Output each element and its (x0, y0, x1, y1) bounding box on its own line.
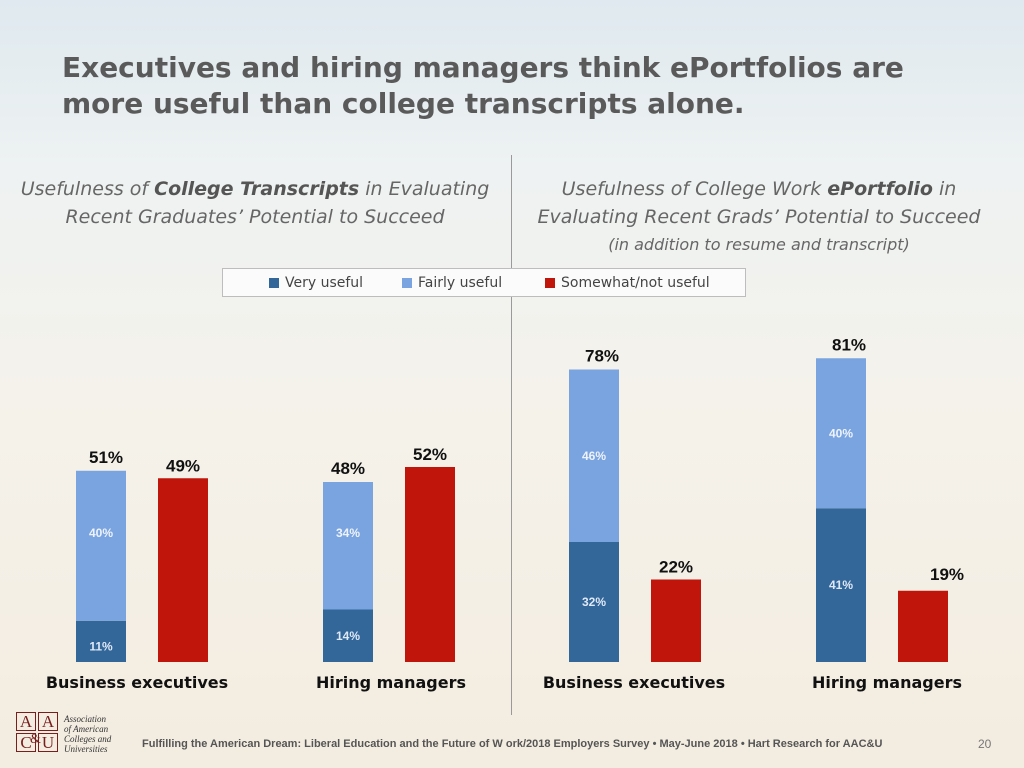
page-number: 20 (978, 737, 992, 751)
left-subtitle-pre: Usefulness of (20, 178, 155, 200)
bar-not-useful (158, 478, 208, 662)
right-subtitle-note: (in addition to resume and transcript) (608, 235, 910, 254)
data-label-fairly-useful: 40% (829, 426, 853, 440)
right-subtitle-pre: Usefulness of College Work (561, 178, 828, 200)
legend-item-very-useful: Very useful (269, 275, 363, 291)
legend: Very useful Fairly useful Somewhat/not u… (222, 268, 746, 297)
aacu-logo: A A C U & Association of American Colleg… (16, 712, 126, 760)
bar-very-useful (323, 609, 373, 662)
footer-citation: Fulfilling the American Dream: Liberal E… (142, 738, 883, 750)
bar-not-useful (898, 590, 948, 662)
left-subtitle-bold: College Transcripts (154, 178, 360, 200)
data-label-not-useful: 49% (166, 456, 200, 475)
data-label-very-useful: 14% (336, 629, 360, 643)
data-label-very-useful: 32% (582, 595, 606, 609)
legend-label-very-useful: Very useful (285, 275, 364, 291)
data-label-very-useful: 41% (829, 578, 853, 592)
data-label-fairly-useful: 40% (89, 526, 113, 540)
data-label-useful-total: 48% (331, 459, 365, 478)
logo-letter-c: C (16, 733, 36, 752)
bar-fairly-useful (76, 470, 126, 621)
data-label-useful-total: 81% (832, 335, 866, 354)
category-label: Hiring managers (812, 673, 962, 692)
logo-text-line4: Universities (64, 744, 108, 754)
logo-ampersand: & (30, 732, 41, 747)
data-label-not-useful: 22% (659, 558, 693, 577)
logo-letter-u: U (38, 733, 58, 752)
slide-title: Executives and hiring managers think ePo… (62, 51, 904, 120)
bar-very-useful (816, 508, 866, 662)
data-label-useful-total: 78% (585, 347, 619, 366)
right-subtitle-bold: ePortfolio (827, 178, 933, 200)
logo-text-line2: of American (64, 724, 109, 734)
bar-fairly-useful (816, 358, 866, 509)
logo-wordmark: Association of American Colleges and Uni… (64, 714, 111, 754)
logo-text-line3: Colleges and (64, 734, 112, 744)
bar-fairly-useful (323, 482, 373, 610)
legend-label-not-useful: Somewhat/not useful (561, 275, 710, 291)
data-label-fairly-useful: 34% (336, 526, 360, 540)
right-subtitle-post: in (932, 178, 957, 200)
logo-letter-a2: A (38, 712, 58, 731)
legend-item-fairly-useful: Fairly useful (402, 275, 502, 291)
right-subtitle-line2: Evaluating Recent Grads’ Potential to Su… (537, 206, 981, 228)
legend-label-fairly-useful: Fairly useful (418, 275, 503, 291)
bar-not-useful (651, 579, 701, 662)
category-label: Business executives (543, 673, 725, 692)
left-subtitle-line2: Recent Graduates’ Potential to Succeed (65, 206, 445, 228)
left-chart-subtitle: Usefulness of College Transcripts in Eva… (0, 175, 510, 231)
legend-swatch-very-useful (269, 278, 279, 288)
data-label-very-useful: 11% (89, 639, 113, 653)
legend-swatch-not-useful (545, 278, 555, 288)
bar-very-useful (76, 620, 126, 662)
data-label-not-useful: 19% (930, 565, 964, 584)
legend-item-not-useful: Somewhat/not useful (545, 275, 710, 291)
data-label-fairly-useful: 46% (582, 449, 606, 463)
data-label-useful-total: 51% (89, 448, 123, 467)
chart-divider (511, 155, 512, 715)
right-chart-subtitle: Usefulness of College Work ePortfolio in… (514, 175, 1004, 259)
logo-letter-a1: A (16, 712, 36, 731)
data-label-not-useful: 52% (413, 445, 447, 464)
legend-swatch-fairly-useful (402, 278, 412, 288)
bar-very-useful (569, 542, 619, 662)
left-subtitle-post: in Evaluating (359, 178, 490, 200)
bar-not-useful (405, 467, 455, 662)
category-label: Hiring managers (316, 673, 466, 692)
logo-text-line1: Association (64, 714, 106, 724)
bar-fairly-useful (569, 369, 619, 542)
category-label: Business executives (46, 673, 228, 692)
